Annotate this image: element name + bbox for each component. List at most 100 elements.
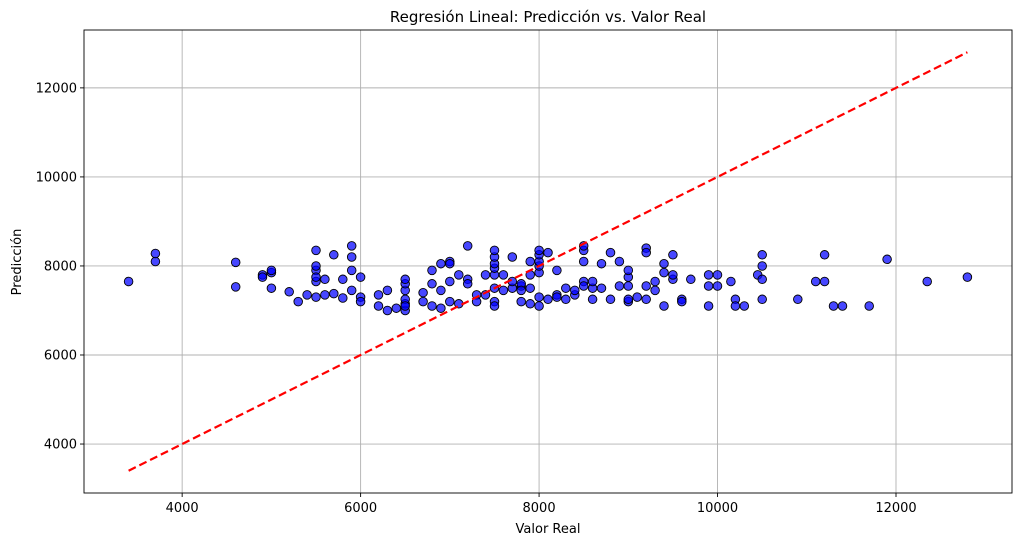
data-point: [346, 241, 357, 251]
data-point: [436, 303, 446, 313]
data-point: [596, 258, 607, 269]
data-point: [498, 285, 509, 296]
data-point: [922, 276, 932, 287]
data-point: [525, 283, 535, 293]
data-point: [650, 276, 660, 287]
data-point: [355, 272, 366, 282]
x-axis-title: Valor Real: [516, 522, 581, 537]
reference-line: [128, 51, 968, 472]
data-point: [730, 301, 741, 311]
data-point: [311, 245, 321, 256]
data-point: [230, 257, 241, 268]
x-tick-label: 4000: [166, 501, 199, 516]
data-point: [570, 285, 580, 296]
data-point: [703, 270, 714, 280]
data-point: [230, 282, 241, 292]
data-point: [311, 261, 321, 271]
data-point: [320, 290, 330, 300]
data-point: [650, 285, 660, 296]
data-point: [329, 250, 339, 260]
data-point: [338, 274, 348, 285]
data-point: [757, 294, 767, 305]
data-point: [338, 293, 348, 303]
data-point: [320, 274, 330, 285]
data-point: [712, 281, 723, 291]
y-tick-label: 6000: [44, 348, 77, 363]
x-tick-label: 8000: [523, 501, 556, 516]
data-point: [266, 283, 277, 293]
data-point: [311, 292, 321, 302]
plot-frame: [83, 29, 1013, 494]
data-point: [355, 296, 366, 307]
data-point: [587, 294, 598, 305]
data-point: [677, 296, 687, 307]
y-tick-label: 8000: [44, 259, 77, 274]
data-point: [329, 288, 339, 299]
data-point: [641, 247, 651, 258]
data-point: [962, 272, 973, 282]
data-point: [703, 301, 714, 311]
x-tick-label: 10000: [697, 501, 738, 516]
y-axis-ticks: 4000 6000 8000 10000 12000: [36, 81, 84, 453]
data-point: [578, 281, 589, 291]
data-point: [596, 283, 607, 293]
y-tick-label: 10000: [36, 170, 77, 185]
data-point: [543, 247, 553, 258]
y-tick-label: 12000: [36, 81, 77, 96]
data-point: [489, 301, 500, 311]
data-point: [757, 261, 767, 271]
data-point: [293, 296, 303, 307]
y-tick-label: 4000: [44, 438, 77, 453]
data-point: [346, 285, 357, 296]
data-point: [445, 276, 455, 287]
data-point: [739, 301, 750, 311]
data-point: [123, 276, 134, 287]
data-point: [454, 270, 464, 280]
data-point: [346, 252, 357, 262]
data-point: [632, 292, 642, 302]
data-point: [668, 250, 678, 260]
data-point: [659, 267, 669, 278]
data-point: [534, 245, 544, 256]
data-point: [578, 256, 589, 267]
data-point: [659, 301, 669, 311]
data-point: [623, 265, 634, 276]
data-point: [623, 281, 634, 291]
data-point: [284, 287, 294, 297]
data-point: [489, 245, 500, 256]
data-point: [864, 301, 874, 311]
data-point: [828, 301, 839, 311]
data-point: [757, 274, 767, 285]
data-point: [418, 287, 428, 298]
x-tick-label: 12000: [875, 501, 916, 516]
data-point: [516, 285, 526, 296]
data-points: [123, 241, 973, 316]
data-point: [543, 294, 553, 305]
data-point: [668, 270, 678, 280]
data-point: [534, 292, 544, 302]
data-point: [641, 294, 651, 305]
data-point: [525, 256, 535, 267]
data-point: [400, 301, 410, 311]
data-point: [561, 294, 571, 305]
data-point: [605, 247, 616, 258]
data-point: [462, 241, 473, 251]
data-point: [418, 296, 428, 307]
data-point: [427, 279, 437, 289]
data-point: [445, 258, 455, 269]
chart-title: Regresión Lineal: Predicción vs. Valor R…: [390, 8, 706, 26]
data-point: [302, 290, 312, 300]
data-point: [712, 270, 723, 280]
data-point: [427, 265, 437, 276]
x-tick-label: 6000: [344, 501, 377, 516]
data-point: [373, 290, 384, 300]
data-point: [525, 299, 535, 309]
data-point: [561, 283, 571, 293]
data-point: [150, 256, 161, 267]
x-axis-ticks: 4000 6000 8000 10000 12000: [166, 493, 917, 516]
data-point: [373, 301, 384, 311]
data-point: [686, 274, 696, 285]
data-point: [507, 252, 518, 262]
data-point: [150, 248, 161, 259]
